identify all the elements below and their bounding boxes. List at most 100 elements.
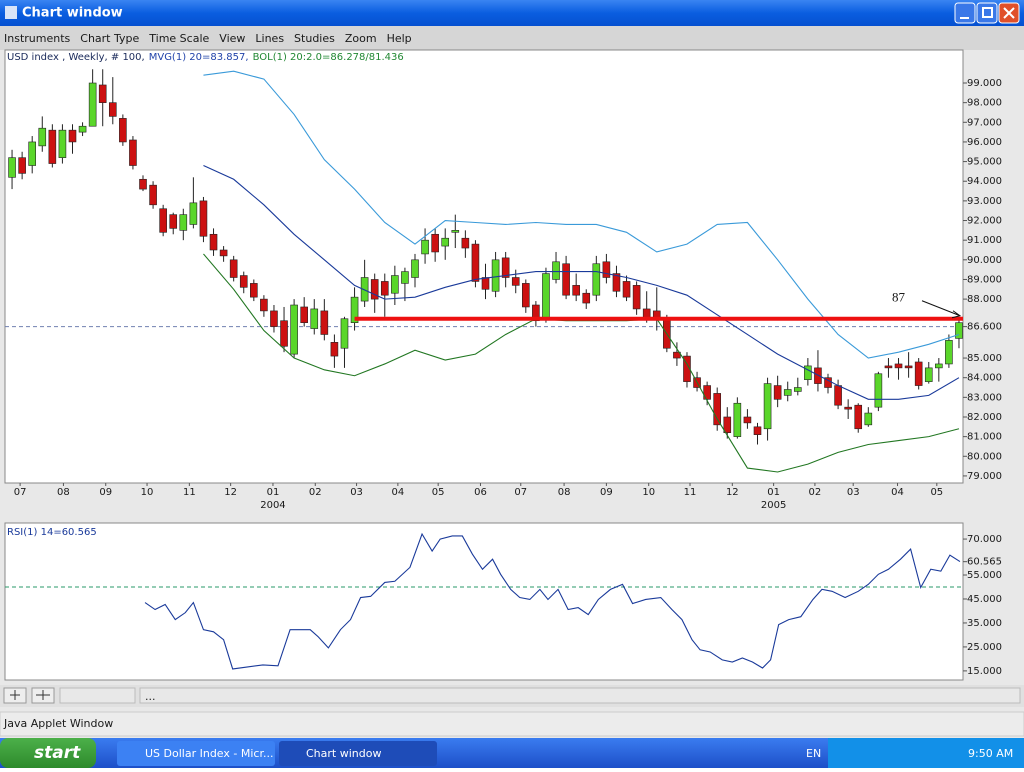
candle-body bbox=[602, 261, 611, 278]
language-indicator: EN bbox=[806, 747, 821, 760]
candle-body bbox=[360, 277, 369, 302]
candle-body bbox=[703, 385, 711, 400]
candle-body bbox=[330, 342, 339, 357]
candle-body bbox=[441, 237, 450, 247]
candle-body bbox=[733, 402, 742, 437]
menu-item[interactable]: Chart Type bbox=[80, 32, 139, 45]
candle-body bbox=[501, 257, 510, 278]
candle-body bbox=[88, 82, 97, 127]
candle-body bbox=[592, 263, 601, 296]
menu-item[interactable]: Zoom bbox=[345, 32, 377, 45]
toolbar-field bbox=[139, 687, 1021, 704]
candle-body bbox=[904, 365, 913, 369]
task-button[interactable] bbox=[117, 741, 275, 766]
rsi-plot-area bbox=[4, 522, 964, 681]
candle-body bbox=[68, 129, 77, 143]
x-tick-label: 07 bbox=[514, 487, 527, 498]
candle-body bbox=[108, 102, 117, 117]
x-tick-label: 01 bbox=[767, 487, 780, 498]
x-tick-label: 07 bbox=[14, 487, 27, 498]
status-bar bbox=[0, 711, 1024, 737]
chart-header: BOL(1) 20:2.0=86.278/81.436 bbox=[253, 52, 404, 63]
x-tick-label: 03 bbox=[847, 487, 860, 498]
candle-body bbox=[159, 208, 167, 233]
y-tick-label: 91.000 bbox=[967, 235, 1002, 246]
y-tick-label: 97.000 bbox=[967, 117, 1002, 128]
x-tick-label: 08 bbox=[558, 487, 571, 498]
menu-bar bbox=[0, 26, 1024, 50]
chart-header: USD index , Weekly, # 100, bbox=[7, 52, 145, 63]
candle-body bbox=[723, 416, 732, 434]
candle-body bbox=[239, 275, 248, 288]
status-text: Java Applet Window bbox=[3, 717, 113, 730]
candle-body bbox=[58, 129, 67, 158]
menu: Instruments Chart Type Time Scale View Lines… bbox=[4, 32, 412, 45]
candle-body bbox=[129, 139, 137, 166]
candle-body bbox=[78, 125, 87, 133]
candle-body bbox=[612, 273, 621, 292]
candle-body bbox=[522, 283, 530, 308]
minimize-button[interactable] bbox=[954, 2, 976, 24]
x-tick-label: 11 bbox=[684, 487, 697, 498]
candle-body bbox=[864, 412, 873, 426]
y-tick-label: 45.000 bbox=[967, 594, 1002, 605]
candle-body bbox=[511, 277, 520, 286]
candle-body bbox=[924, 367, 933, 382]
y-tick-label: 60.565 bbox=[967, 557, 1002, 568]
y-tick-label: 89.000 bbox=[967, 274, 1002, 285]
candle-body bbox=[854, 404, 863, 430]
indicator-line bbox=[203, 165, 960, 400]
candle-body bbox=[411, 259, 419, 278]
candle-body bbox=[380, 281, 389, 296]
candle-body bbox=[461, 237, 470, 249]
y-tick-label: 35.000 bbox=[967, 618, 1002, 629]
task-button[interactable] bbox=[279, 741, 437, 766]
menu-item[interactable]: Lines bbox=[255, 32, 284, 45]
annotation: 87 bbox=[892, 290, 906, 305]
candle-body bbox=[632, 285, 641, 310]
y-tick-label: 79.000 bbox=[967, 471, 1002, 482]
candle-body bbox=[713, 393, 722, 426]
y-tick-label: 85.000 bbox=[967, 353, 1002, 364]
title-bar bbox=[0, 0, 1024, 26]
candle-body bbox=[169, 214, 178, 229]
candle-body bbox=[582, 292, 591, 304]
x-tick-label: 04 bbox=[891, 487, 904, 498]
x-tick-label: 10 bbox=[642, 487, 655, 498]
candle-body bbox=[290, 304, 298, 355]
candle-body bbox=[552, 261, 560, 280]
candle-body bbox=[773, 385, 782, 400]
x-tick-label: 06 bbox=[474, 487, 487, 498]
y-tick-label: 92.000 bbox=[967, 216, 1002, 227]
menu-item[interactable]: Instruments bbox=[4, 32, 71, 45]
y-tick-label: 15.000 bbox=[967, 666, 1002, 677]
candle-body bbox=[945, 340, 953, 365]
maximize-button[interactable] bbox=[976, 2, 998, 24]
x-tick-label: 10 bbox=[141, 487, 154, 498]
candle-body bbox=[542, 273, 550, 320]
x-tick-label: 03 bbox=[350, 487, 363, 498]
y-tick-label: 55.000 bbox=[967, 570, 1002, 581]
menu-item[interactable]: Help bbox=[387, 32, 412, 45]
candle-body bbox=[199, 200, 208, 237]
candle-body bbox=[219, 249, 228, 257]
candle-body bbox=[139, 178, 147, 190]
toolbar-field bbox=[59, 687, 136, 704]
candle-body bbox=[48, 129, 57, 164]
menu-item[interactable]: Time Scale bbox=[148, 32, 209, 45]
candle-body bbox=[894, 363, 903, 369]
candle-body bbox=[814, 367, 822, 384]
indicator-line bbox=[144, 532, 961, 670]
candle-body bbox=[431, 233, 439, 253]
candle-body bbox=[280, 320, 288, 347]
annotation-box bbox=[888, 288, 958, 311]
y-tick-label: 82.000 bbox=[967, 412, 1002, 423]
menu-item[interactable]: Studies bbox=[294, 32, 335, 45]
year-label: 2004 bbox=[260, 500, 285, 511]
start-button[interactable] bbox=[0, 738, 96, 768]
candle-body bbox=[270, 310, 278, 327]
menu-item[interactable]: View bbox=[219, 32, 245, 45]
y-tick-label: 98.000 bbox=[967, 98, 1002, 109]
x-tick-label: 08 bbox=[57, 487, 70, 498]
